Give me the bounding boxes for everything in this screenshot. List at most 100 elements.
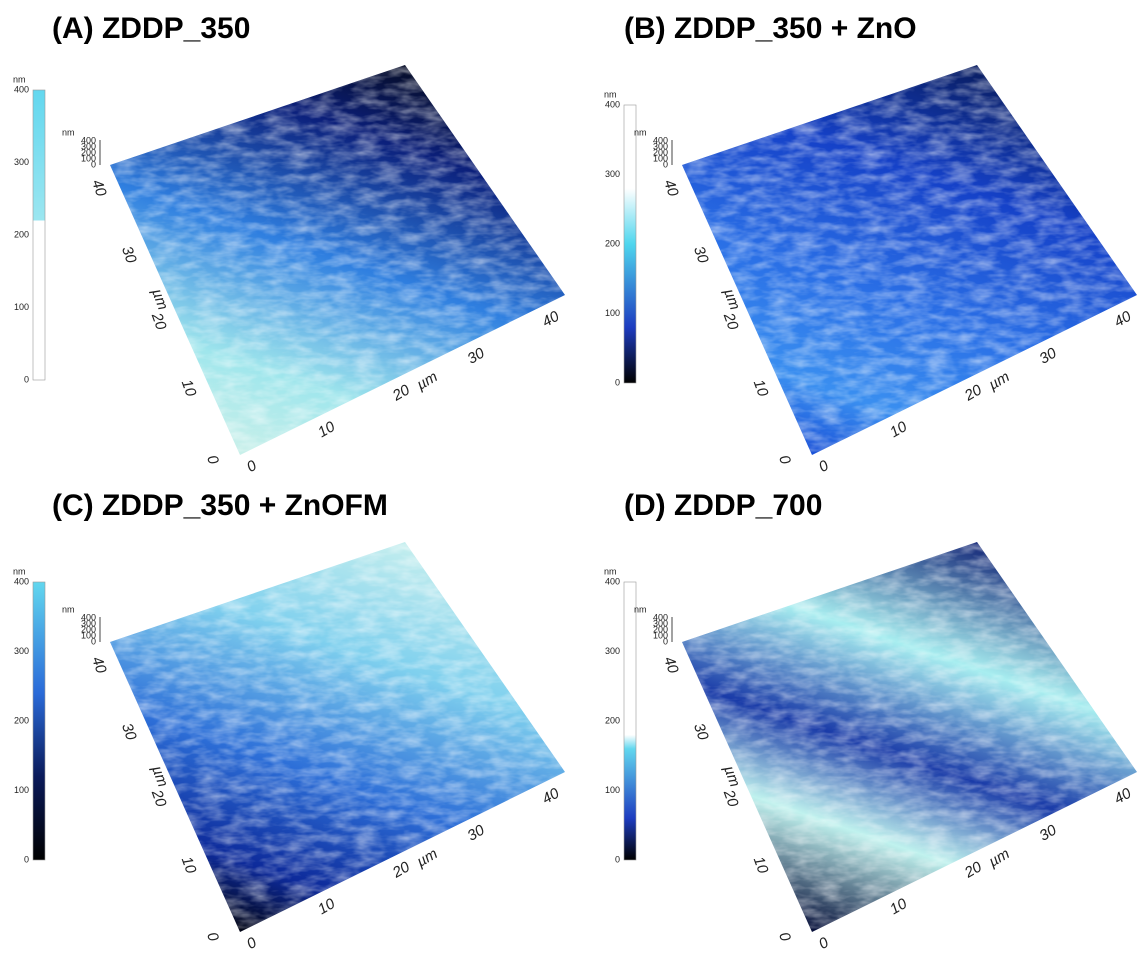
z-tick: 100 [81,630,96,640]
x-axis-unit: µm [986,368,1013,393]
x-tick: 30 [1037,344,1061,367]
y-tick: 40 [660,177,682,199]
x-tick: 40 [1111,784,1135,807]
y-tick: 0 [775,453,794,467]
surface-texture [682,65,1137,455]
x-tick: 40 [539,784,563,807]
colorbar-tick: 300 [605,169,620,179]
z-axis-unit: nm [634,604,647,614]
z-tick: 100 [81,153,96,163]
x-axis-unit: µm [414,845,441,870]
z-tick: 100 [653,153,668,163]
x-tick: 0 [816,457,832,476]
colorbar-unit: nm [604,89,617,99]
x-tick: 40 [1111,307,1135,330]
x-axis-unit: µm [986,845,1013,870]
y-tick: 20 [720,787,742,810]
colorbar-tick: 0 [615,377,620,387]
x-tick: 20 [389,858,413,882]
colorbar-tick: 200 [14,229,29,239]
x-tick: 20 [961,381,985,405]
z-tick: 0 [663,636,668,646]
y-tick: 30 [690,244,712,266]
colorbar-tick: 300 [605,646,620,656]
panel-title: (D) ZDDP_700 [624,489,822,522]
colorbar-tick: 0 [24,374,29,384]
y-tick: 0 [775,930,794,944]
y-axis-unit: µm [148,764,171,790]
z-tick: 300 [653,618,668,628]
x-tick: 30 [465,344,489,367]
z-tick: 300 [653,141,668,151]
y-tick: 40 [88,654,110,676]
y-tick: 20 [720,310,742,333]
y-tick: 30 [118,721,140,743]
x-tick: 10 [887,418,911,441]
colorbar-tick: 400 [605,99,620,109]
colorbar-tick: 200 [605,715,620,725]
y-tick: 40 [88,177,110,199]
panel-title: (B) ZDDP_350 + ZnO [624,12,917,45]
colorbar-unit: nm [604,566,617,576]
z-tick: 300 [81,618,96,628]
x-axis-unit: µm [414,368,441,393]
y-tick: 30 [690,721,712,743]
panel: (C) ZDDP_350 + ZnOFMnm0100200300400nm400… [13,489,565,953]
colorbar-tick: 100 [14,785,29,795]
y-tick: 30 [118,244,140,266]
x-tick: 10 [887,895,911,918]
z-tick: 200 [81,624,96,634]
x-tick: 0 [244,934,260,953]
panel: (B) ZDDP_350 + ZnOnm0100200300400nm40030… [604,12,1137,476]
z-tick: 0 [663,159,668,169]
z-tick: 0 [91,636,96,646]
colorbar-tick: 100 [14,302,29,312]
y-axis-unit: µm [720,764,743,790]
panel: (D) ZDDP_700nm0100200300400nm40030020010… [604,489,1137,953]
z-tick: 200 [653,624,668,634]
colorbar-tick: 0 [24,854,29,864]
y-tick: 20 [148,310,170,333]
surface-texture [110,542,565,932]
z-axis-unit: nm [634,127,647,137]
z-tick: 400 [81,135,96,145]
x-tick: 10 [315,418,339,441]
colorbar-tick: 400 [14,576,29,586]
y-axis-unit: µm [720,287,743,313]
colorbar [623,581,637,861]
z-tick: 100 [653,630,668,640]
surface-texture [110,65,565,455]
y-tick: 10 [178,854,200,876]
y-tick: 0 [203,453,222,467]
y-tick: 0 [203,930,222,944]
x-tick: 20 [389,381,413,405]
colorbar-tick: 100 [605,785,620,795]
colorbar [32,89,46,381]
colorbar-unit: nm [13,74,26,84]
y-tick: 10 [750,377,772,399]
colorbar-tick: 100 [605,308,620,318]
z-tick: 200 [81,147,96,157]
panel-title: (C) ZDDP_350 + ZnOFM [52,489,388,522]
colorbar [32,581,46,861]
colorbar-tick: 200 [14,715,29,725]
x-tick: 30 [1037,821,1061,844]
colorbar-tick: 200 [605,238,620,248]
x-tick: 10 [315,895,339,918]
colorbar-tick: 0 [615,854,620,864]
x-tick: 40 [539,307,563,330]
z-axis-unit: nm [62,127,75,137]
z-tick: 400 [653,612,668,622]
surface-texture [682,542,1137,932]
z-tick: 200 [653,147,668,157]
colorbar-tick: 300 [14,646,29,656]
z-tick: 400 [81,612,96,622]
z-tick: 400 [653,135,668,145]
colorbar-tick: 300 [14,157,29,167]
z-tick: 300 [81,141,96,151]
x-tick: 0 [816,934,832,953]
x-tick: 30 [465,821,489,844]
y-tick: 10 [750,854,772,876]
panel: (A) ZDDP_350nm0100200300400nm40030020010… [13,12,565,476]
colorbar-tick: 400 [14,84,29,94]
